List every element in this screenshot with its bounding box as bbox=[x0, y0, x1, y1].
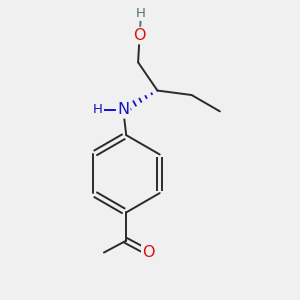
Text: O: O bbox=[133, 28, 146, 43]
Text: H: H bbox=[93, 103, 103, 116]
Text: N: N bbox=[117, 102, 129, 117]
Text: O: O bbox=[142, 245, 155, 260]
Text: H: H bbox=[136, 7, 146, 20]
